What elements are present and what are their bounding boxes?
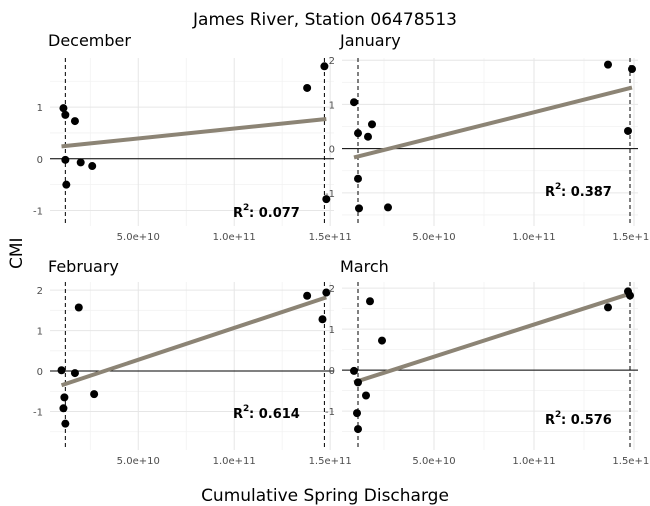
x-tick-label: 1.0e+11 <box>213 232 256 243</box>
data-point <box>303 83 312 92</box>
data-point <box>626 291 634 300</box>
y-tick-label: 0 <box>329 366 335 377</box>
r-squared-superscript: 2 <box>555 182 561 192</box>
data-point <box>70 117 79 126</box>
r-squared-superscript: 2 <box>243 404 249 414</box>
data-point <box>604 303 612 312</box>
data-point <box>350 366 358 375</box>
data-point <box>62 180 71 189</box>
x-tick-label: 1.5e+11 <box>309 232 352 243</box>
x-tick-label: 5.0e+10 <box>412 456 455 467</box>
data-point <box>59 404 68 413</box>
x-tick-label: 1.5e+11 <box>612 456 650 467</box>
data-point <box>322 195 331 204</box>
x-tick-label: 1.5e+11 <box>612 232 650 243</box>
data-point <box>88 162 97 171</box>
y-tick-label: 1 <box>37 327 43 338</box>
chart-title: James River, Station 06478513 <box>193 10 457 30</box>
panel-title: December <box>48 31 131 50</box>
data-point <box>303 291 312 300</box>
data-point <box>355 204 363 213</box>
data-point <box>354 174 362 183</box>
regression-fit-line <box>353 291 633 385</box>
data-point <box>90 390 99 399</box>
data-point <box>384 203 392 212</box>
y-tick-label: 1 <box>37 103 43 114</box>
r-squared-superscript: 2 <box>555 410 561 420</box>
x-tick-label: 5.0e+10 <box>117 232 160 243</box>
data-point <box>350 98 358 107</box>
x-tick-label: 1.0e+11 <box>512 456 555 467</box>
r-squared-label: R <box>233 407 243 422</box>
regression-fit-line <box>61 117 327 149</box>
data-point <box>354 129 362 138</box>
y-tick-label: 0 <box>37 367 43 378</box>
y-tick-label: 2 <box>329 284 335 295</box>
data-point <box>61 419 70 428</box>
data-point <box>61 155 70 164</box>
data-point <box>59 104 68 113</box>
r-squared-value: : 0.387 <box>561 185 612 200</box>
r-squared-value: : 0.576 <box>561 413 612 428</box>
y-tick-label: 2 <box>329 56 335 67</box>
x-tick-label: 5.0e+10 <box>117 456 160 467</box>
y-tick-label: 1 <box>329 100 335 111</box>
data-point <box>320 62 329 71</box>
data-point <box>70 369 79 378</box>
x-tick-label: 1.5e+11 <box>309 456 352 467</box>
y-tick-label: 0 <box>37 155 43 166</box>
r-squared-label: R <box>545 413 555 428</box>
x-tick-label: 1.0e+11 <box>213 456 256 467</box>
panel-title: February <box>48 257 119 276</box>
r-squared-label: R <box>545 185 555 200</box>
y-tick-label: -1 <box>33 408 43 419</box>
data-point <box>74 303 83 312</box>
data-point <box>57 366 66 375</box>
data-point <box>628 65 636 74</box>
y-tick-label: -1 <box>325 407 335 418</box>
x-tick-label: 1.0e+11 <box>512 232 555 243</box>
data-point <box>354 425 362 434</box>
data-point <box>364 132 372 141</box>
data-point <box>60 393 69 402</box>
data-point <box>378 336 386 345</box>
r-squared-value: : 0.077 <box>249 206 300 221</box>
data-point <box>354 378 362 387</box>
data-point <box>76 158 85 167</box>
data-point <box>61 110 70 119</box>
r-squared-value: : 0.614 <box>249 407 300 422</box>
panel-title: January <box>339 31 401 50</box>
r-squared-label: R <box>233 206 243 221</box>
y-tick-label: 2 <box>37 286 43 297</box>
data-point <box>604 60 612 69</box>
data-point <box>318 315 327 324</box>
data-point <box>362 391 370 400</box>
data-point <box>624 126 632 135</box>
data-point <box>368 120 376 129</box>
y-tick-label: 0 <box>329 145 335 156</box>
regression-fit-line <box>60 295 327 388</box>
r-squared-superscript: 2 <box>243 203 249 213</box>
x-tick-label: 5.0e+10 <box>412 232 455 243</box>
data-point <box>353 409 361 418</box>
data-point <box>322 288 331 297</box>
panel-title: March <box>340 257 389 276</box>
data-point <box>366 297 374 306</box>
regression-fit-line <box>353 85 633 160</box>
y-tick-label: 1 <box>329 325 335 336</box>
y-tick-label: -1 <box>33 206 43 217</box>
y-tick-label: -1 <box>325 189 335 200</box>
